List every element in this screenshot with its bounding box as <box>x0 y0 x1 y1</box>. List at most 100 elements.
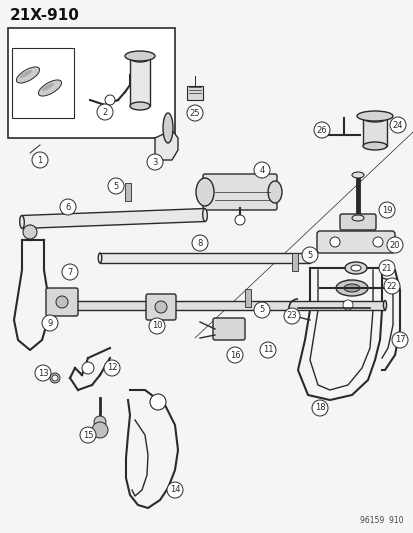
Text: 22: 22 <box>386 281 396 290</box>
Circle shape <box>235 215 244 225</box>
Ellipse shape <box>38 80 62 96</box>
Ellipse shape <box>335 280 367 296</box>
Circle shape <box>154 301 166 313</box>
Circle shape <box>52 375 58 381</box>
Circle shape <box>150 394 166 410</box>
Circle shape <box>35 365 51 381</box>
Circle shape <box>166 482 183 498</box>
Text: 8: 8 <box>197 238 202 247</box>
Circle shape <box>383 278 399 294</box>
Text: 9: 9 <box>47 319 52 327</box>
Text: 24: 24 <box>392 120 402 130</box>
Ellipse shape <box>17 67 40 83</box>
Circle shape <box>23 225 37 239</box>
Bar <box>187 86 202 100</box>
Ellipse shape <box>351 215 363 221</box>
Text: 13: 13 <box>38 368 48 377</box>
Text: 14: 14 <box>169 486 180 495</box>
Ellipse shape <box>267 181 281 203</box>
Circle shape <box>391 332 407 348</box>
Text: 96159  910: 96159 910 <box>360 516 403 525</box>
Text: 11: 11 <box>262 345 273 354</box>
Text: 7: 7 <box>67 268 73 277</box>
Ellipse shape <box>20 70 32 78</box>
Ellipse shape <box>362 142 386 150</box>
Circle shape <box>187 105 202 121</box>
Ellipse shape <box>42 83 54 91</box>
Text: 21X-910: 21X-910 <box>10 8 80 23</box>
Circle shape <box>82 362 94 374</box>
Circle shape <box>105 95 115 105</box>
FancyBboxPatch shape <box>46 288 78 316</box>
Text: 4: 4 <box>259 166 264 174</box>
Circle shape <box>97 104 113 120</box>
Circle shape <box>378 202 394 218</box>
Ellipse shape <box>202 208 207 222</box>
Ellipse shape <box>350 265 360 271</box>
Ellipse shape <box>20 215 24 229</box>
Circle shape <box>342 280 352 290</box>
Circle shape <box>80 427 96 443</box>
Text: 23: 23 <box>286 311 297 320</box>
Bar <box>291 253 297 271</box>
Ellipse shape <box>344 262 366 274</box>
Circle shape <box>192 235 207 251</box>
Circle shape <box>94 416 106 428</box>
Bar <box>130 58 150 106</box>
Circle shape <box>342 300 352 310</box>
Bar <box>12 48 74 118</box>
Bar <box>244 289 250 307</box>
Text: 10: 10 <box>152 321 162 330</box>
Circle shape <box>372 237 382 247</box>
Ellipse shape <box>195 178 214 206</box>
Ellipse shape <box>130 102 150 110</box>
Bar <box>125 183 131 201</box>
Text: 21: 21 <box>381 263 391 272</box>
Text: 1: 1 <box>37 156 43 165</box>
Ellipse shape <box>362 114 386 122</box>
Ellipse shape <box>130 54 150 62</box>
FancyBboxPatch shape <box>212 318 244 340</box>
Circle shape <box>50 373 60 383</box>
Text: 2: 2 <box>102 108 107 117</box>
Text: 3: 3 <box>152 157 157 166</box>
Polygon shape <box>154 130 178 160</box>
Bar <box>362 118 386 146</box>
Circle shape <box>92 422 108 438</box>
Ellipse shape <box>356 111 392 121</box>
Ellipse shape <box>98 253 102 263</box>
Circle shape <box>301 247 317 263</box>
Circle shape <box>62 264 78 280</box>
Ellipse shape <box>125 51 154 61</box>
Ellipse shape <box>308 253 311 263</box>
Text: 17: 17 <box>394 335 404 344</box>
Text: 5: 5 <box>306 251 312 260</box>
Text: 6: 6 <box>65 203 71 212</box>
Text: 5: 5 <box>113 182 119 190</box>
Polygon shape <box>55 301 384 310</box>
Circle shape <box>42 315 58 331</box>
Text: 5: 5 <box>259 305 264 314</box>
FancyBboxPatch shape <box>202 174 276 210</box>
Text: 26: 26 <box>316 125 327 134</box>
Text: 18: 18 <box>314 403 325 413</box>
Polygon shape <box>100 253 309 263</box>
Bar <box>8 28 175 138</box>
Circle shape <box>254 162 269 178</box>
Text: 16: 16 <box>229 351 240 359</box>
FancyBboxPatch shape <box>339 214 375 230</box>
FancyBboxPatch shape <box>316 231 394 253</box>
Circle shape <box>389 117 405 133</box>
Circle shape <box>283 308 299 324</box>
Circle shape <box>108 178 124 194</box>
Circle shape <box>149 318 165 334</box>
Circle shape <box>32 152 48 168</box>
Text: 25: 25 <box>189 109 200 117</box>
Text: 15: 15 <box>83 431 93 440</box>
Circle shape <box>60 199 76 215</box>
Circle shape <box>254 302 269 318</box>
Circle shape <box>313 122 329 138</box>
Circle shape <box>104 360 120 376</box>
Polygon shape <box>22 208 205 229</box>
Circle shape <box>226 347 242 363</box>
